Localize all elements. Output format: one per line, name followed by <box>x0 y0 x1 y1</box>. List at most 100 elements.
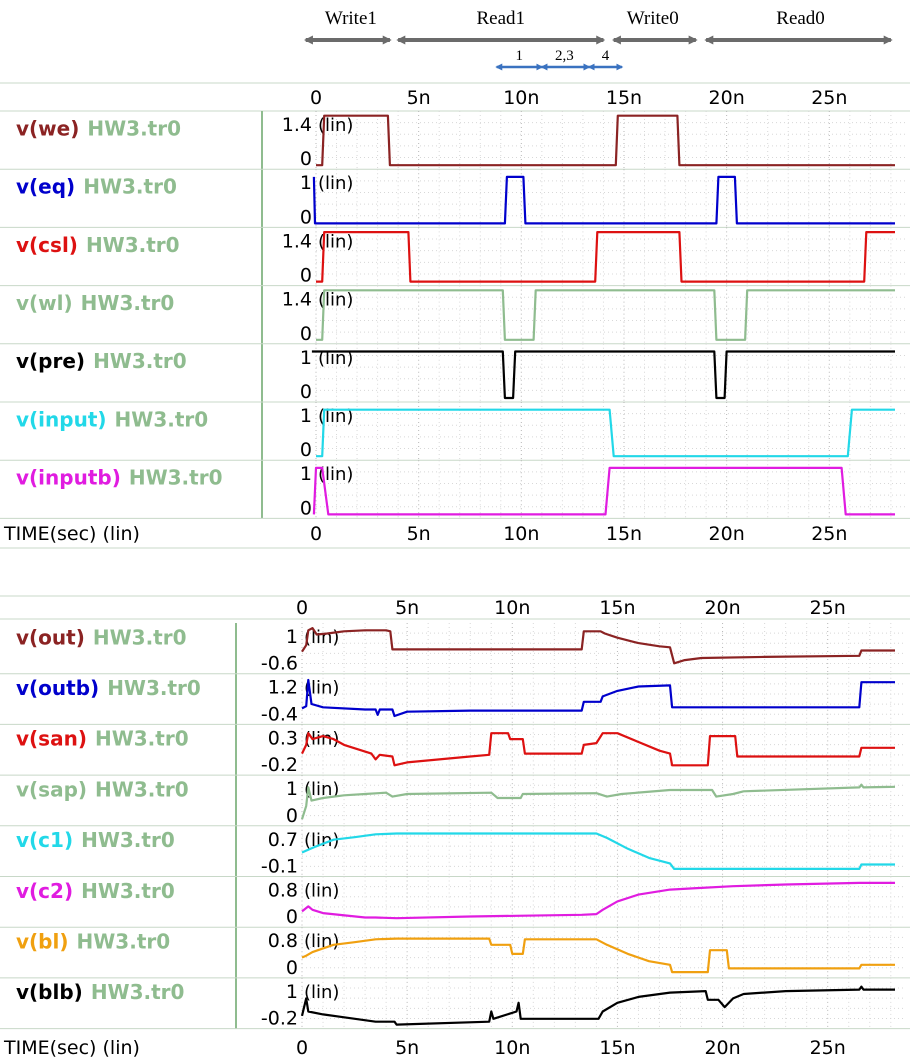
series-source: HW3.tr0 <box>77 929 171 953</box>
series-source: HW3.tr0 <box>107 676 201 700</box>
scale-label: (lin) <box>318 290 353 311</box>
series-label: v(we) HW3.tr0 <box>16 116 181 140</box>
waveform-row-v-wl: v(wl) HW3.tr0 1.4 0 (lin) <box>0 285 910 345</box>
waveform-row-v-csl: v(csl) HW3.tr0 1.4 0 (lin) <box>0 227 910 287</box>
x-tick-label: 25n <box>811 87 847 109</box>
series-label: v(c2) HW3.tr0 <box>16 879 175 903</box>
x-tick-label: 0 <box>310 523 322 545</box>
series-source: HW3.tr0 <box>95 727 189 751</box>
series-line <box>316 114 895 167</box>
x-tick-label: 10n <box>503 523 539 545</box>
x-tick-label: 20n <box>704 597 740 619</box>
series-line <box>312 175 895 225</box>
grid <box>301 927 905 978</box>
x-axis-label: TIME(sec) (lin) <box>3 523 140 545</box>
step-label: 4 <box>602 48 610 64</box>
waveform-row-v-we: v(we) HW3.tr0 1.4 0 (lin) <box>0 111 910 170</box>
grid <box>315 227 905 286</box>
series-line <box>301 881 895 920</box>
x-tick-label: 5n <box>407 523 431 545</box>
series-source: HW3.tr0 <box>93 625 187 649</box>
y-tick-label: 0 <box>300 381 312 403</box>
series-label: v(c1) HW3.tr0 <box>16 828 175 852</box>
series-line <box>316 408 895 458</box>
grid <box>315 169 905 228</box>
series-source: HW3.tr0 <box>95 777 189 801</box>
series-label: v(eq) HW3.tr0 <box>16 175 177 199</box>
x-tick-label: 5n <box>395 597 419 619</box>
x-tick-label: 20n <box>709 87 745 109</box>
waveform-row-v-outb: v(outb) HW3.tr0 1.2 -0.4 (lin) <box>0 673 910 725</box>
phase-label: Read0 <box>776 8 825 29</box>
y-tick-label: 1 <box>300 405 312 427</box>
series-line <box>300 783 896 820</box>
waveform-row-v-inputb: v(inputb) HW3.tr0 1 0 (lin) <box>0 460 910 519</box>
bottom-waveform-panel: 0 5n 10n 15n 20n 25n v(out) HW3.tr0 1 -0.6 (lin) v(… <box>0 595 910 1059</box>
series-name: v(eq) <box>16 175 75 199</box>
series-line <box>301 832 895 870</box>
waveform-row-v-san: v(san) HW3.tr0 0.3 -0.2 (lin) <box>0 724 910 776</box>
y-tick-label: -0.2 <box>261 754 298 776</box>
y-tick-label: -0.6 <box>261 653 298 675</box>
series-label: v(pre) HW3.tr0 <box>16 349 187 373</box>
y-tick-label: -0.1 <box>261 856 298 878</box>
series-line <box>312 466 895 516</box>
step-label: 1 <box>516 48 524 64</box>
x-tick-label: 15n <box>606 87 642 109</box>
series-source: HW3.tr0 <box>81 828 175 852</box>
grid <box>301 623 905 674</box>
y-tick-label: 0 <box>286 805 298 827</box>
phase-label: Read1 <box>477 8 526 29</box>
phase-annotations: Write1 Read1 Write0 Read0 1 2,3 4 <box>303 8 893 71</box>
y-tick-label: 1 <box>286 778 298 800</box>
x-axis-label: TIME(sec) (lin) <box>3 1037 140 1059</box>
y-tick-label: 1.4 <box>282 114 312 136</box>
y-tick-label: 1.4 <box>282 230 312 252</box>
series-name: v(c1) <box>16 828 73 852</box>
series-label: v(inputb) HW3.tr0 <box>16 466 223 490</box>
series-line <box>301 732 895 767</box>
series-source: HW3.tr0 <box>81 291 175 315</box>
x-tick-label: 0 <box>296 597 308 619</box>
grid <box>315 285 905 344</box>
series-source: HW3.tr0 <box>93 349 187 373</box>
series-line <box>301 937 895 974</box>
series-label: v(san) HW3.tr0 <box>16 727 189 751</box>
series-source: HW3.tr0 <box>115 407 209 431</box>
grid <box>315 460 905 519</box>
grid <box>315 343 905 402</box>
waveform-row-v-bl: v(bl) HW3.tr0 0.80(lin) <box>0 927 910 979</box>
grid <box>301 775 905 826</box>
scale-label: (lin) <box>304 728 339 749</box>
series-name: v(san) <box>16 727 87 751</box>
x-tick-label: 25n <box>810 597 846 619</box>
series-line <box>301 678 895 718</box>
x-tick-label: 10n <box>494 597 530 619</box>
scale-label: (lin) <box>304 830 339 851</box>
series-name: v(inputb) <box>16 466 121 490</box>
waveform-row-v-pre: v(pre) HW3.tr0 1 0 (lin) <box>0 343 910 403</box>
x-tick-label: 0 <box>296 1037 308 1059</box>
y-tick-label: 0 <box>300 148 312 170</box>
grid <box>301 673 905 725</box>
waveform-row-v-sap: v(sap) HW3.tr0 1 0 (lin) <box>0 775 910 827</box>
waveform-row-v-blb: v(blb) HW3.tr0 1 -0.2 (lin) <box>0 977 910 1030</box>
x-axis: TIME(sec) (lin) 0 5n 10n 15n 20n 25n <box>3 1037 846 1059</box>
scale-label: (lin) <box>318 231 353 252</box>
grid <box>315 111 905 170</box>
y-tick-label: -0.2 <box>261 1008 298 1030</box>
y-tick-label: 0 <box>300 206 312 228</box>
series-name: v(sap) <box>16 777 87 801</box>
series-line <box>301 627 895 665</box>
y-tick-label: 0.7 <box>268 829 298 851</box>
x-tick-label: 5n <box>407 87 431 109</box>
x-tick-label: 15n <box>599 1037 635 1059</box>
series-label: v(outb) HW3.tr0 <box>16 676 201 700</box>
y-tick-label: 1 <box>300 463 312 485</box>
series-label: v(csl) HW3.tr0 <box>16 233 180 257</box>
series-name: v(out) <box>16 625 85 649</box>
grid <box>315 402 905 461</box>
series-line <box>316 231 895 283</box>
x-tick-label: 20n <box>704 1037 740 1059</box>
